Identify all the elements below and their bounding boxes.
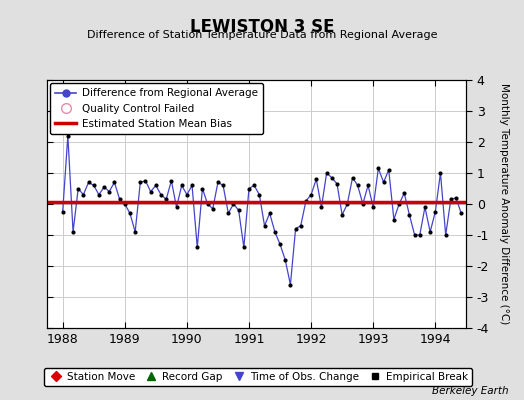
Point bbox=[188, 182, 196, 189]
Point bbox=[100, 184, 108, 190]
Point bbox=[183, 192, 191, 198]
Point bbox=[219, 182, 227, 189]
Point bbox=[297, 222, 305, 229]
Point bbox=[286, 282, 294, 288]
Point bbox=[131, 229, 139, 235]
Point bbox=[90, 182, 98, 189]
Point bbox=[364, 182, 372, 189]
Point bbox=[255, 192, 264, 198]
Point bbox=[317, 204, 325, 210]
Y-axis label: Monthly Temperature Anomaly Difference (°C): Monthly Temperature Anomaly Difference (… bbox=[499, 83, 509, 325]
Point bbox=[426, 229, 434, 235]
Point bbox=[167, 178, 176, 184]
Point bbox=[348, 174, 357, 181]
Point bbox=[395, 201, 403, 207]
Text: Difference of Station Temperature Data from Regional Average: Difference of Station Temperature Data f… bbox=[87, 30, 437, 40]
Text: Berkeley Earth: Berkeley Earth bbox=[432, 386, 508, 396]
Point bbox=[431, 208, 440, 215]
Point bbox=[416, 232, 424, 238]
Point bbox=[63, 133, 72, 139]
Point bbox=[390, 216, 398, 223]
Point bbox=[400, 190, 408, 196]
Point bbox=[405, 212, 413, 218]
Point bbox=[79, 192, 88, 198]
Point bbox=[74, 185, 82, 192]
Point bbox=[193, 244, 201, 250]
Point bbox=[452, 195, 460, 201]
Point bbox=[385, 167, 393, 173]
Point bbox=[442, 232, 450, 238]
Point bbox=[84, 179, 93, 186]
Point bbox=[291, 226, 300, 232]
Point bbox=[271, 229, 279, 235]
Point bbox=[239, 244, 248, 250]
Point bbox=[203, 201, 212, 207]
Point bbox=[354, 182, 362, 189]
Point bbox=[151, 182, 160, 189]
Point bbox=[126, 210, 134, 216]
Point bbox=[312, 176, 321, 182]
Text: LEWISTON 3 SE: LEWISTON 3 SE bbox=[190, 18, 334, 36]
Point bbox=[343, 201, 352, 207]
Point bbox=[307, 192, 315, 198]
Point bbox=[245, 185, 253, 192]
Point bbox=[95, 192, 103, 198]
Point bbox=[178, 182, 186, 189]
Point bbox=[230, 201, 238, 207]
Point bbox=[276, 241, 284, 248]
Point bbox=[338, 212, 346, 218]
Point bbox=[266, 210, 274, 216]
Point bbox=[250, 182, 258, 189]
Point bbox=[457, 210, 465, 216]
Point bbox=[162, 196, 170, 202]
Point bbox=[69, 229, 77, 235]
Point bbox=[198, 185, 206, 192]
Point bbox=[136, 179, 145, 186]
Point bbox=[105, 188, 114, 195]
Point bbox=[172, 204, 181, 210]
Point bbox=[214, 179, 222, 186]
Point bbox=[209, 206, 217, 212]
Point bbox=[333, 181, 341, 187]
Point bbox=[141, 178, 150, 184]
Point bbox=[115, 196, 124, 202]
Point bbox=[446, 196, 455, 202]
Point bbox=[302, 198, 310, 204]
Point bbox=[59, 208, 67, 215]
Point bbox=[436, 170, 445, 176]
Point bbox=[224, 210, 233, 216]
Point bbox=[358, 201, 367, 207]
Legend: Station Move, Record Gap, Time of Obs. Change, Empirical Break: Station Move, Record Gap, Time of Obs. C… bbox=[44, 368, 472, 386]
Point bbox=[421, 204, 429, 210]
Point bbox=[147, 188, 155, 195]
Point bbox=[110, 179, 118, 186]
Point bbox=[410, 232, 419, 238]
Point bbox=[281, 257, 289, 263]
Point bbox=[322, 170, 331, 176]
Point bbox=[121, 201, 129, 207]
Point bbox=[328, 174, 336, 181]
Point bbox=[234, 207, 243, 214]
Point bbox=[369, 204, 377, 210]
Point bbox=[157, 192, 165, 198]
Point bbox=[374, 165, 383, 172]
Point bbox=[260, 222, 269, 229]
Point bbox=[379, 179, 388, 186]
